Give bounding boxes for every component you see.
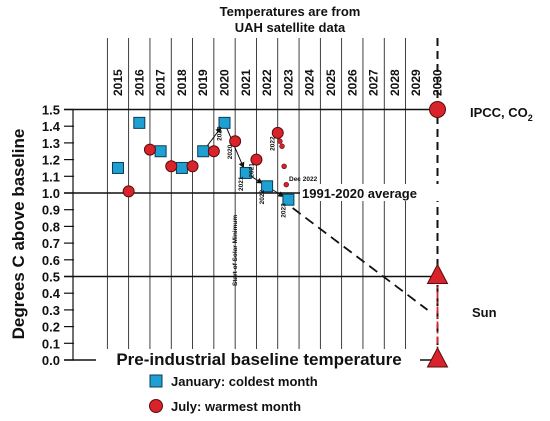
trend-arrows [206, 126, 285, 198]
projection-lines [292, 101, 449, 368]
point-label: 2021 [248, 163, 255, 178]
july-point [143, 143, 156, 156]
reference-lines [64, 108, 438, 361]
year-tick-label: 2017 [154, 69, 168, 96]
point-label: 2023 [280, 203, 287, 218]
y-tick-label: 1.4 [42, 119, 61, 134]
dec-2022-label: Dec 2022 [289, 176, 318, 183]
year-tick-label: 2015 [111, 69, 125, 96]
july-point [186, 160, 199, 173]
trend-arrow [250, 175, 263, 184]
point-label: 2020 [217, 126, 224, 141]
y-tick-label: 0.7 [42, 236, 60, 251]
year-tick-label: 2016 [132, 69, 146, 96]
y-axis-label: Degrees C above baseline [9, 129, 28, 340]
year-tick-label: 2019 [196, 69, 210, 96]
january-point [218, 116, 231, 129]
y-tick-label: 1.1 [42, 169, 60, 184]
chart-title-line2: UAH satellite data [235, 20, 346, 35]
ipcc-marker [429, 101, 446, 118]
y-tick-label: 0.0 [42, 353, 60, 368]
year-tick-label: 2025 [324, 69, 338, 96]
y-tick-label: 0.8 [42, 219, 60, 234]
average-label: 1991-2020 average [302, 186, 417, 201]
july-point [229, 135, 242, 148]
monthly-point [277, 138, 283, 144]
january-point [175, 161, 188, 174]
trend-arrow [226, 128, 245, 169]
january-point [133, 116, 146, 129]
july-point [250, 153, 263, 166]
january-point [239, 166, 252, 179]
year-tick-label: 2023 [281, 69, 295, 96]
year-tick-label: 2028 [388, 69, 402, 96]
monthly-point [279, 143, 285, 149]
y-tick-label: 1.3 [42, 136, 60, 151]
year-tick-label: 2026 [345, 69, 359, 96]
ipcc-label: IPCC, CO2 [470, 105, 533, 123]
legend-january-marker [149, 374, 163, 388]
point-label: 2022 [259, 189, 266, 204]
average-label-bg [300, 184, 442, 201]
y-tick-label: 0.9 [42, 203, 60, 218]
y-tick-label: 0.2 [42, 320, 60, 335]
y-tick-label: 0.6 [42, 253, 60, 268]
y-tick-label: 0.3 [42, 303, 60, 318]
monthly-point [281, 163, 287, 169]
legend-january-label: January: coldest month [171, 374, 318, 389]
sun-label: Sun [472, 305, 497, 320]
sun-triangle-marker [426, 263, 449, 284]
year-tick-label: 2018 [175, 69, 189, 96]
january-point [261, 180, 274, 193]
january-point [154, 145, 167, 158]
y-tick-label: 1.2 [42, 153, 60, 168]
projection-dashed-line [292, 207, 429, 311]
point-label: 2020 [227, 144, 234, 159]
baseline-label-bg [96, 349, 420, 369]
january-point [282, 193, 295, 206]
july-point [122, 185, 135, 198]
data-points [112, 116, 295, 206]
point-label: 2021 [238, 176, 245, 191]
year-tick-label: 2027 [367, 69, 381, 96]
legend-july-label: July: warmest month [171, 399, 301, 414]
point-label: 2022 [270, 136, 277, 151]
y-tick-label: 1.0 [42, 186, 60, 201]
y-tick-label: 1.5 [42, 103, 60, 118]
legend-july-marker [149, 399, 163, 413]
trend-arrow [206, 126, 222, 147]
year-tick-label: 2024 [303, 69, 317, 96]
year-tick-label: 2021 [239, 69, 253, 96]
y-tick-label: 0.5 [42, 270, 60, 285]
year-tick-label: 2020 [218, 69, 232, 96]
sun-triangle-marker [426, 346, 449, 368]
baseline-label: Pre-industrial baseline temperature [116, 350, 401, 369]
y-tick-label: 0.4 [42, 286, 61, 301]
january-point [112, 161, 124, 174]
chart-title-line1: Temperatures are from [220, 4, 361, 19]
july-point [207, 145, 220, 158]
july-point [165, 160, 178, 173]
year-tick-label: 2029 [409, 69, 423, 96]
trend-arrow [271, 189, 285, 198]
year-tick-labels: 2015 2016 2017 2018 2019 2020 2021 2022 2023 2024… [111, 69, 445, 96]
solar-minimum-label: Start of Solar Minimum [232, 215, 239, 286]
july-point [271, 126, 284, 139]
year-tick-label: 2030 [431, 69, 445, 96]
year-tick-label: 2022 [260, 69, 274, 96]
january-point [197, 145, 210, 158]
monthly-point [283, 181, 289, 188]
y-tick-labels: 0.0 0.10.2 0.3 0.40.5 0.6 0.7 0.80.9 1.0 1.11.2 1… [42, 103, 74, 368]
y-tick-label: 0.1 [42, 336, 60, 351]
